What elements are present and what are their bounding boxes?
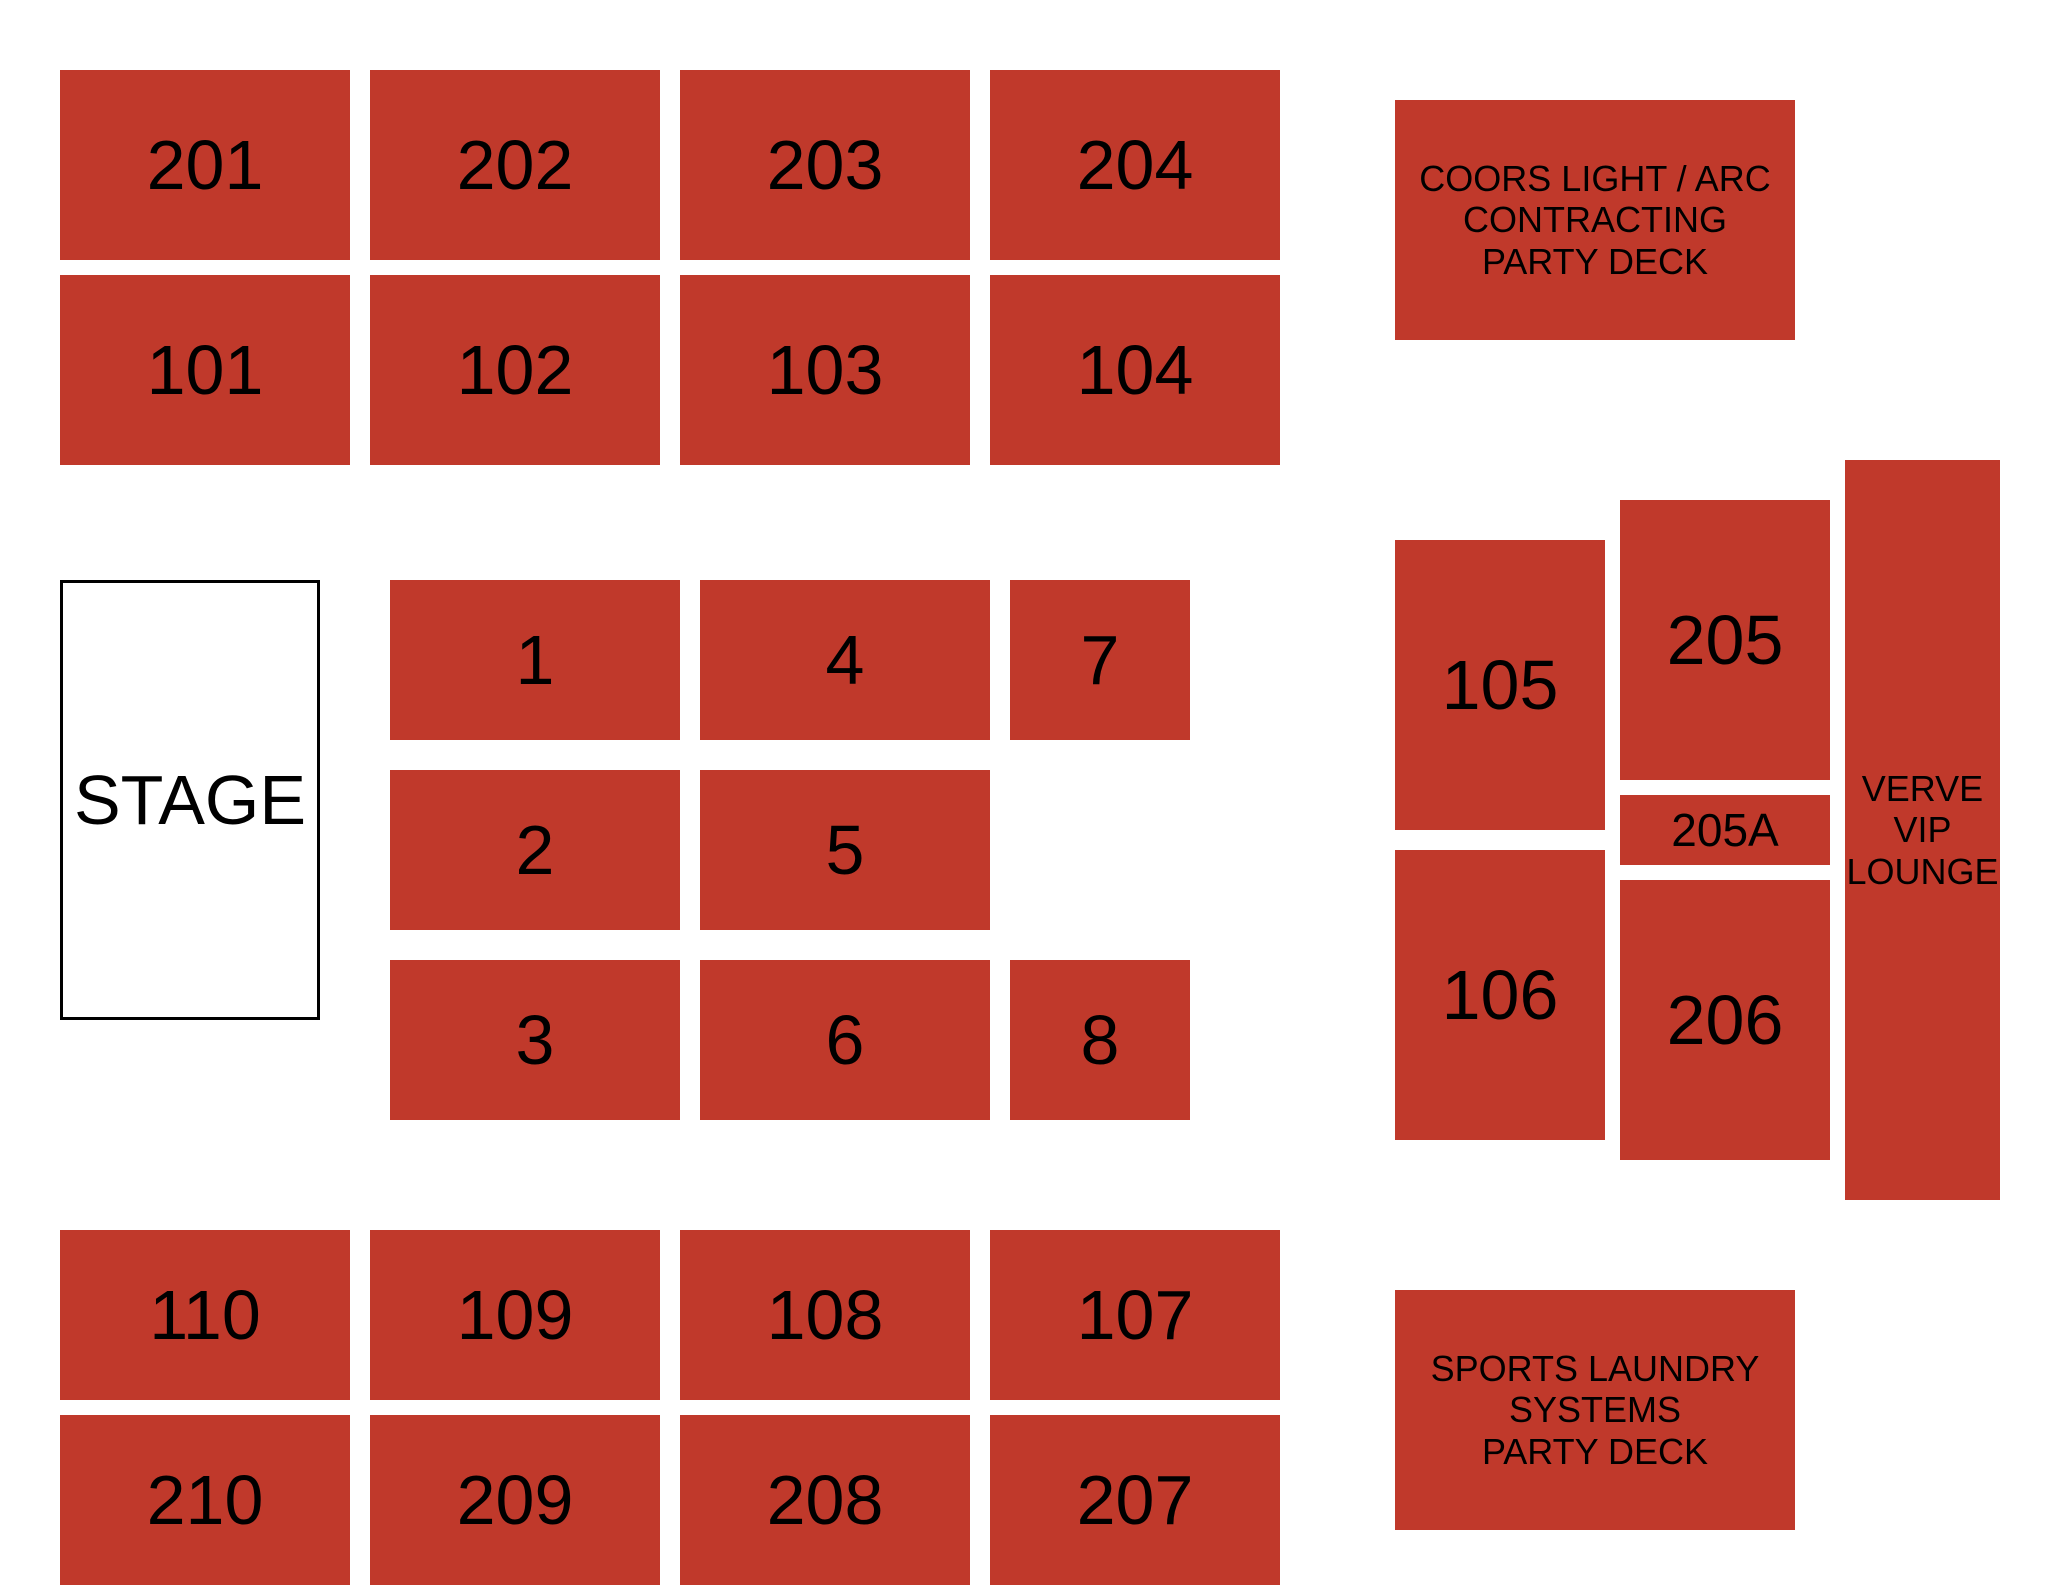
section-label: 8 bbox=[1081, 1000, 1120, 1081]
seating-section[interactable]: 107 bbox=[990, 1230, 1280, 1400]
section-label: 205A bbox=[1671, 804, 1778, 857]
seating-section[interactable]: 7 bbox=[1010, 580, 1190, 740]
seating-section[interactable]: 6 bbox=[700, 960, 990, 1120]
section-label: 107 bbox=[1077, 1275, 1194, 1356]
section-label: 210 bbox=[147, 1460, 264, 1541]
section-label: 101 bbox=[147, 330, 264, 411]
seating-section[interactable]: 209 bbox=[370, 1415, 660, 1585]
section-label: 109 bbox=[457, 1275, 574, 1356]
section-label: 106 bbox=[1442, 955, 1559, 1036]
section-label: COORS LIGHT / ARC CONTRACTING PARTY DECK bbox=[1419, 158, 1770, 282]
section-label: STAGE bbox=[74, 760, 306, 841]
seating-section[interactable]: 108 bbox=[680, 1230, 970, 1400]
section-label: 209 bbox=[457, 1460, 574, 1541]
section-label: 3 bbox=[516, 1000, 555, 1081]
seating-section[interactable]: 104 bbox=[990, 275, 1280, 465]
seating-section[interactable]: 207 bbox=[990, 1415, 1280, 1585]
section-label: 206 bbox=[1667, 980, 1784, 1061]
seating-section[interactable]: 8 bbox=[1010, 960, 1190, 1120]
section-label: 203 bbox=[767, 125, 884, 206]
seating-section[interactable]: 3 bbox=[390, 960, 680, 1120]
stage-block[interactable]: STAGE bbox=[60, 580, 320, 1020]
section-label: 102 bbox=[457, 330, 574, 411]
seating-section[interactable]: 206 bbox=[1620, 880, 1830, 1160]
seating-section[interactable]: 2 bbox=[390, 770, 680, 930]
seating-section[interactable]: 208 bbox=[680, 1415, 970, 1585]
section-label: 4 bbox=[826, 620, 865, 701]
section-label: 108 bbox=[767, 1275, 884, 1356]
seating-section[interactable]: 205A bbox=[1620, 795, 1830, 865]
section-label: 7 bbox=[1081, 620, 1120, 701]
section-label: 202 bbox=[457, 125, 574, 206]
section-label: VERVE VIP LOUNGE bbox=[1846, 768, 1998, 892]
seating-section[interactable]: 202 bbox=[370, 70, 660, 260]
seating-section[interactable]: 101 bbox=[60, 275, 350, 465]
seating-section[interactable]: 204 bbox=[990, 70, 1280, 260]
seating-section[interactable]: 5 bbox=[700, 770, 990, 930]
seating-section[interactable]: 103 bbox=[680, 275, 970, 465]
section-label: 205 bbox=[1667, 600, 1784, 681]
section-label: 105 bbox=[1442, 645, 1559, 726]
seating-section[interactable]: 106 bbox=[1395, 850, 1605, 1140]
section-label: 104 bbox=[1077, 330, 1194, 411]
section-label: 110 bbox=[149, 1275, 261, 1356]
seating-section[interactable]: SPORTS LAUNDRY SYSTEMS PARTY DECK bbox=[1395, 1290, 1795, 1530]
section-label: 208 bbox=[767, 1460, 884, 1541]
seating-section[interactable]: 105 bbox=[1395, 540, 1605, 830]
seating-section[interactable]: 109 bbox=[370, 1230, 660, 1400]
section-label: SPORTS LAUNDRY SYSTEMS PARTY DECK bbox=[1431, 1348, 1760, 1472]
section-label: 201 bbox=[147, 125, 264, 206]
seating-section[interactable]: 4 bbox=[700, 580, 990, 740]
seating-section[interactable]: 110 bbox=[60, 1230, 350, 1400]
section-label: 1 bbox=[516, 620, 555, 701]
section-label: 204 bbox=[1077, 125, 1194, 206]
seating-section[interactable]: 210 bbox=[60, 1415, 350, 1585]
seating-section[interactable]: 102 bbox=[370, 275, 660, 465]
seating-section[interactable]: 205 bbox=[1620, 500, 1830, 780]
section-label: 207 bbox=[1077, 1460, 1194, 1541]
section-label: 5 bbox=[826, 810, 865, 891]
seating-section[interactable]: 1 bbox=[390, 580, 680, 740]
section-label: 103 bbox=[767, 330, 884, 411]
section-label: 2 bbox=[516, 810, 555, 891]
seating-section[interactable]: 203 bbox=[680, 70, 970, 260]
seating-section[interactable]: COORS LIGHT / ARC CONTRACTING PARTY DECK bbox=[1395, 100, 1795, 340]
seating-section[interactable]: VERVE VIP LOUNGE bbox=[1845, 460, 2000, 1200]
seating-section[interactable]: 201 bbox=[60, 70, 350, 260]
section-label: 6 bbox=[826, 1000, 865, 1081]
